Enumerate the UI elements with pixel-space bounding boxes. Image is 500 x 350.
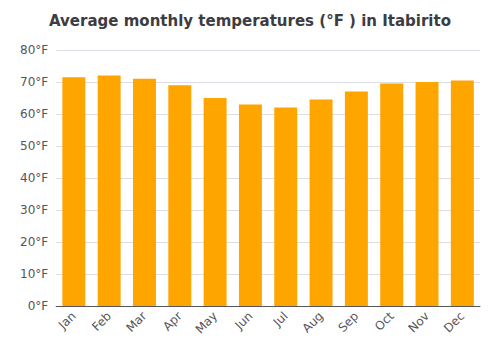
svg-text:Sep: Sep [335,309,361,335]
svg-text:Oct: Oct [372,309,397,334]
svg-text:70°F: 70°F [20,75,48,89]
svg-text:Nov: Nov [406,309,432,335]
svg-text:0°F: 0°F [28,299,49,313]
svg-text:May: May [193,309,220,336]
svg-text:80°F: 80°F [20,43,48,57]
svg-text:Apr: Apr [160,309,185,334]
svg-text:30°F: 30°F [20,203,48,217]
svg-text:Mar: Mar [124,309,150,335]
svg-text:50°F: 50°F [20,139,48,153]
svg-text:Average monthly temperatures (: Average monthly temperatures (°F ) in It… [49,12,451,30]
svg-text:60°F: 60°F [20,107,48,121]
svg-text:Aug: Aug [300,309,326,335]
svg-text:Feb: Feb [89,309,114,334]
svg-text:10°F: 10°F [20,267,48,281]
svg-text:Jul: Jul [270,309,291,330]
svg-text:Jan: Jan [55,309,79,333]
svg-text:20°F: 20°F [20,235,48,249]
svg-text:40°F: 40°F [20,171,48,185]
svg-text:Jun: Jun [232,309,256,333]
svg-text:Dec: Dec [441,309,467,335]
